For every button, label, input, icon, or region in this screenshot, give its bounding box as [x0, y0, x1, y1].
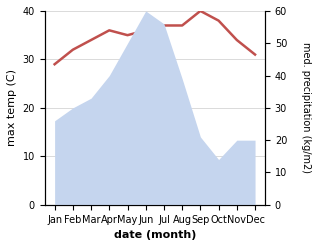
Y-axis label: med. precipitation (kg/m2): med. precipitation (kg/m2): [301, 42, 311, 173]
Y-axis label: max temp (C): max temp (C): [7, 69, 17, 146]
X-axis label: date (month): date (month): [114, 230, 196, 240]
